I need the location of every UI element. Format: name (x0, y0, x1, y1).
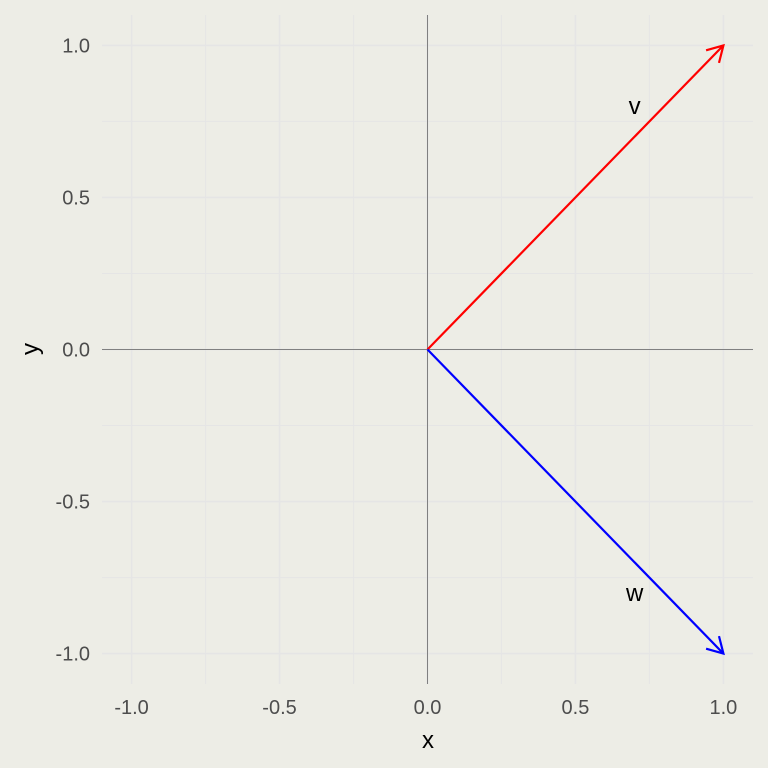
y-axis-title: y (17, 343, 44, 355)
vectors: vw (426, 43, 725, 656)
vector-w: w (426, 348, 725, 656)
vector-w-shaft (426, 348, 725, 655)
vector-v-shaft (426, 44, 725, 351)
y-tick-label: -0.5 (56, 492, 90, 514)
vector-v-arrowhead (705, 43, 725, 64)
x-tick-label: 1.0 (710, 697, 738, 719)
x-tick-label: 0.0 (414, 697, 442, 719)
vector-w-label: w (625, 580, 644, 607)
y-tick-label: -1.0 (56, 644, 90, 666)
y-tick-label: 1.0 (62, 35, 90, 57)
x-tick-label: -1.0 (114, 697, 148, 719)
x-tick-labels: -1.0 -0.5 0.0 0.5 1.0 (114, 697, 737, 719)
x-axis-title: x (422, 727, 434, 754)
y-tick-labels: -1.0 -0.5 0.0 0.5 1.0 (56, 35, 90, 665)
vector-w-arrowhead (705, 635, 725, 656)
vector-v: v (426, 43, 725, 351)
x-tick-label: -0.5 (262, 697, 296, 719)
x-tick-label: 0.5 (562, 697, 590, 719)
y-tick-label: 0.0 (62, 340, 90, 362)
vector-v-label: v (629, 93, 641, 120)
y-tick-label: 0.5 (62, 187, 90, 209)
